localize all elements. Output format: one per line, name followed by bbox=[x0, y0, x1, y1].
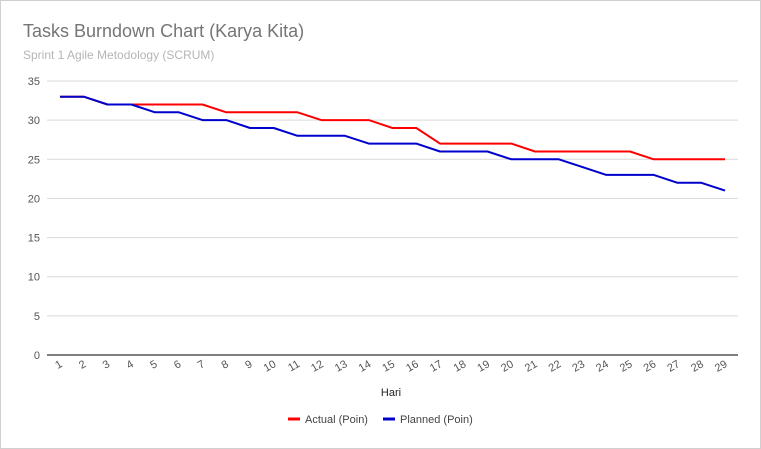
x-tick-label: 22 bbox=[547, 358, 564, 375]
y-tick-label: 5 bbox=[34, 311, 40, 323]
y-tick-label: 0 bbox=[34, 350, 40, 362]
x-tick-label: 13 bbox=[333, 358, 350, 375]
x-tick-label: 5 bbox=[148, 358, 159, 371]
x-axis-label: Hari bbox=[381, 387, 401, 399]
x-axis-ticks: 1 2 3 4 5 6 7 8 9 10 11 12 13 14 15 16 17 18 19 20 21 22 23 24 2… bbox=[53, 358, 729, 375]
x-tick-label: 6 bbox=[172, 358, 183, 371]
y-axis-ticks: 0 5 10 15 20 25 30 35 bbox=[28, 76, 40, 362]
x-tick-label: 15 bbox=[380, 358, 397, 375]
y-tick-label: 25 bbox=[28, 154, 40, 166]
x-tick-label: 28 bbox=[689, 358, 706, 375]
legend[interactable]: Actual (Poin) Planned (Poin) bbox=[288, 414, 473, 426]
x-tick-label: 2 bbox=[77, 358, 88, 371]
x-tick-label: 20 bbox=[499, 358, 516, 375]
x-tick-label: 23 bbox=[570, 358, 587, 375]
x-tick-label: 16 bbox=[404, 358, 421, 375]
chart-title: Tasks Burndown Chart (Karya Kita) bbox=[23, 21, 305, 41]
x-tick-label: 17 bbox=[428, 358, 445, 375]
y-tick-label: 10 bbox=[28, 272, 40, 284]
x-tick-label: 24 bbox=[594, 358, 611, 375]
series-line-planned[interactable] bbox=[60, 95, 726, 192]
x-tick-label: 11 bbox=[286, 358, 302, 374]
series-lines bbox=[60, 95, 726, 192]
y-tick-label: 15 bbox=[28, 233, 40, 245]
x-tick-label: 14 bbox=[357, 358, 374, 375]
x-tick-label: 7 bbox=[196, 358, 207, 371]
x-tick-label: 29 bbox=[713, 358, 730, 375]
chart-subtitle: Sprint 1 Agile Metodology (SCRUM) bbox=[23, 48, 215, 62]
x-tick-label: 12 bbox=[309, 358, 326, 375]
x-tick-label: 9 bbox=[243, 358, 254, 371]
x-tick-label: 1 bbox=[53, 358, 64, 371]
x-tick-label: 19 bbox=[475, 358, 492, 375]
gridlines bbox=[47, 80, 738, 356]
legend-item-label[interactable]: Planned (Poin) bbox=[400, 414, 473, 426]
series-line-actual[interactable] bbox=[60, 95, 725, 161]
y-tick-label: 30 bbox=[28, 115, 40, 127]
x-tick-label: 21 bbox=[523, 358, 540, 375]
x-tick-label: 27 bbox=[665, 358, 682, 375]
y-tick-label: 35 bbox=[28, 76, 40, 88]
x-tick-label: 4 bbox=[124, 358, 135, 371]
x-tick-label: 3 bbox=[101, 358, 112, 371]
legend-item-label[interactable]: Actual (Poin) bbox=[305, 414, 368, 426]
y-tick-label: 20 bbox=[28, 193, 40, 205]
x-tick-label: 25 bbox=[618, 358, 635, 375]
x-tick-label: 10 bbox=[262, 358, 279, 375]
x-tick-label: 26 bbox=[642, 358, 659, 375]
x-tick-label: 8 bbox=[219, 358, 230, 371]
x-tick-label: 18 bbox=[452, 358, 469, 375]
